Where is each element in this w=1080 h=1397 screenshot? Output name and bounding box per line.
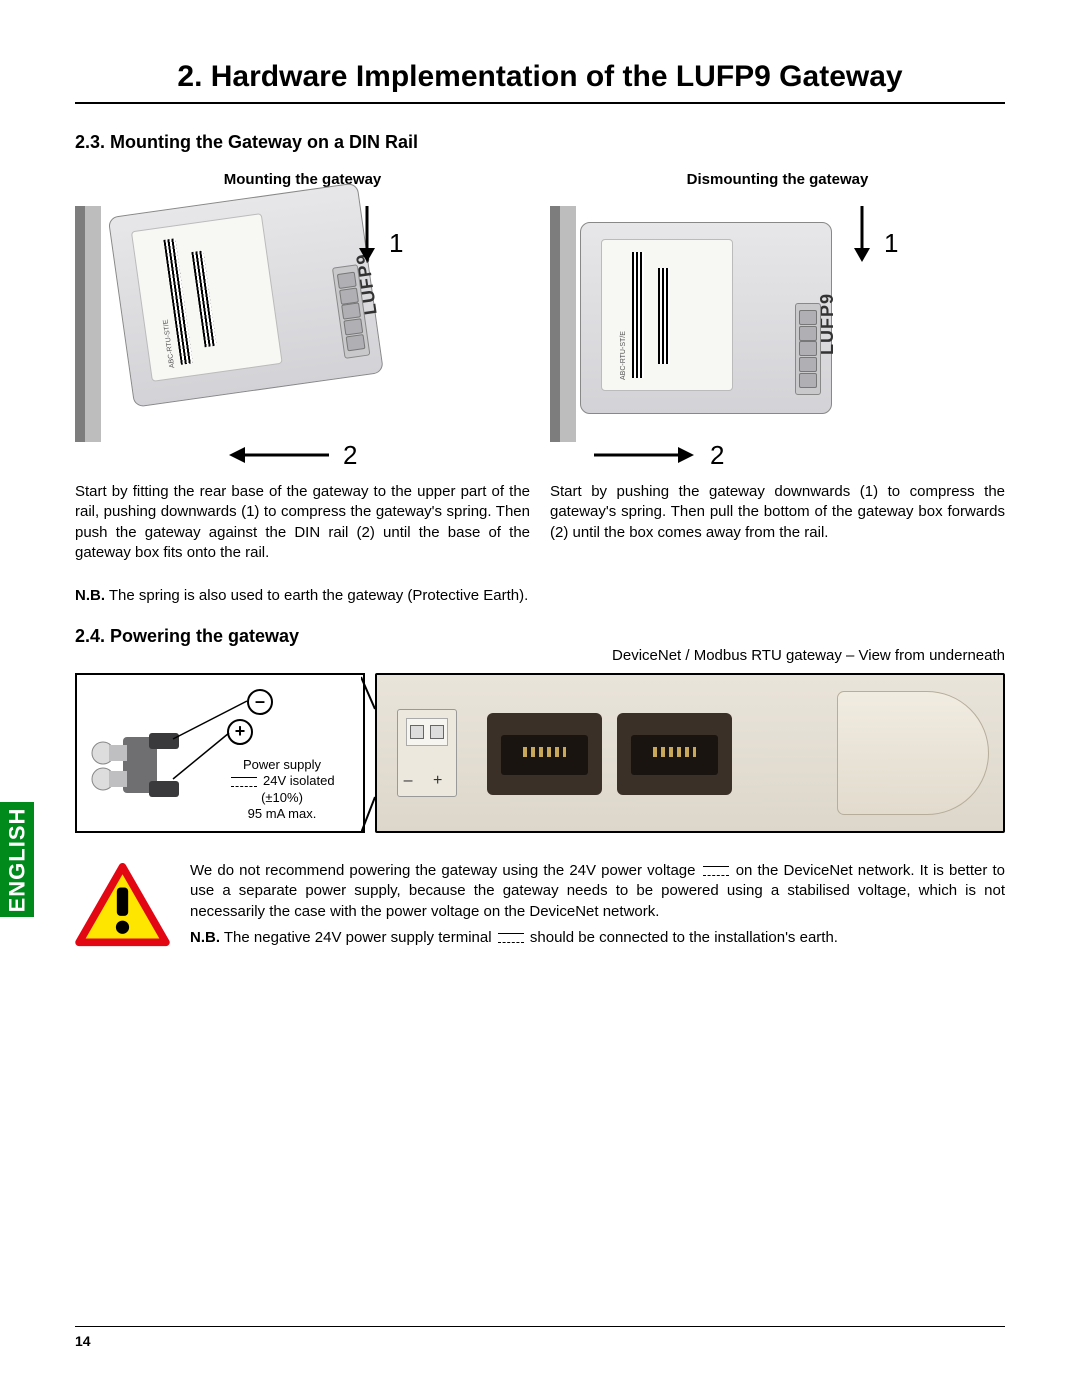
warning-nb: N.B. The negative 24V power supply termi… [190,928,1005,948]
title-rule [75,102,1005,104]
nb-text: The spring is also used to earth the gat… [105,587,528,604]
warn-nb-a: The negative 24V power supply terminal [220,929,496,946]
terminal-screws [799,310,817,388]
page-number: 14 [75,1333,1005,1349]
power-connector-panel: – + Power supply 24V isolated (±10%) [75,673,365,833]
warning-text: We do not recommend powering the gateway… [190,855,1005,954]
power-terminal: – + [397,709,457,797]
warning-icon [75,863,170,948]
label-text: ABC-RTU-ST/E [163,319,177,368]
arrow-left-icon [223,440,333,470]
din-rail-icon [550,206,576,442]
ps-line1: Power supply [243,757,321,772]
nb-spring-earth: N.B. The spring is also used to earth th… [75,587,1005,604]
terminal-polarity: – + [398,772,456,790]
power-figure-row: DeviceNet / Modbus RTU gateway – View fr… [75,673,1005,833]
language-tab-label: ENGLISH [4,807,30,912]
barcode-icon [632,252,644,378]
dismounting-header: Dismounting the gateway [550,171,1005,188]
device-label-sticker: ABC-RTU-ST/E [131,213,283,382]
warning-block: We do not recommend powering the gateway… [75,855,1005,954]
label-text: ABC-RTU-ST/E [620,331,627,380]
arrow-down-icon [842,202,882,266]
dc-symbol-icon [231,777,257,787]
step-1-label: 1 [389,228,403,259]
gateway-device: ABC-RTU-ST/E LUFP9 [108,182,384,407]
dc-symbol-icon [703,866,729,876]
arrow-right-icon [590,440,700,470]
terminal-screws [406,718,448,746]
gateway-shell [837,691,989,815]
mounting-text: Start by fitting the rear base of the ga… [75,482,530,563]
rj45-port [617,713,732,795]
language-tab: ENGLISH [0,802,34,917]
terminal-block [795,303,821,395]
barcode-icon [191,251,216,348]
din-rail-icon [75,206,101,442]
nb-prefix: N.B. [190,929,220,946]
warn-nb-b: should be connected to the installation'… [526,929,838,946]
chapter-title: 2. Hardware Implementation of the LUFP9 … [75,60,1005,94]
dismounting-column: Dismounting the gateway ABC-RTU-ST/E LUF… [550,171,1005,569]
warn-p1a: We do not recommend powering the gateway… [190,862,701,879]
nb-prefix: N.B. [75,587,105,604]
dismounting-text: Start by pushing the gateway downwards (… [550,482,1005,543]
footer-rule [75,1326,1005,1327]
mounting-diagram: ABC-RTU-ST/E LUFP9 1 [75,196,530,476]
page-footer: 14 [75,1326,1005,1349]
warning-p1: We do not recommend powering the gateway… [190,861,1005,922]
barcode-icon [658,268,670,364]
step-2-label: 2 [710,440,724,471]
mounting-columns: Mounting the gateway ABC-RTU-ST/E LUFP9 [75,171,1005,569]
callout-lines [361,675,375,831]
mounting-header: Mounting the gateway [75,171,530,188]
step-1-label: 1 [884,228,898,259]
step-2-label: 2 [343,440,357,471]
view-caption: DeviceNet / Modbus RTU gateway – View fr… [612,647,1005,664]
rj45-port [487,713,602,795]
dismounting-diagram: ABC-RTU-ST/E LUFP9 1 [550,196,1005,476]
dc-symbol-icon [498,933,524,943]
section-24-title: 2.4. Powering the gateway [75,626,1005,647]
ps-line2: 24V isolated (±10%) [261,773,335,804]
mounting-column: Mounting the gateway ABC-RTU-ST/E LUFP9 [75,171,530,569]
gateway-bottom-view: – + [375,673,1005,833]
ps-line3: 95 mA max. [248,806,317,821]
section-23-title: 2.3. Mounting the Gateway on a DIN Rail [75,132,1005,153]
arrow-down-icon [347,202,387,266]
device-label-sticker: ABC-RTU-ST/E [601,239,733,391]
gateway-device: ABC-RTU-ST/E LUFP9 [580,222,832,414]
power-supply-label: Power supply 24V isolated (±10%) 95 mA m… [207,757,357,822]
page: 2. Hardware Implementation of the LUFP9 … [0,0,1080,1397]
